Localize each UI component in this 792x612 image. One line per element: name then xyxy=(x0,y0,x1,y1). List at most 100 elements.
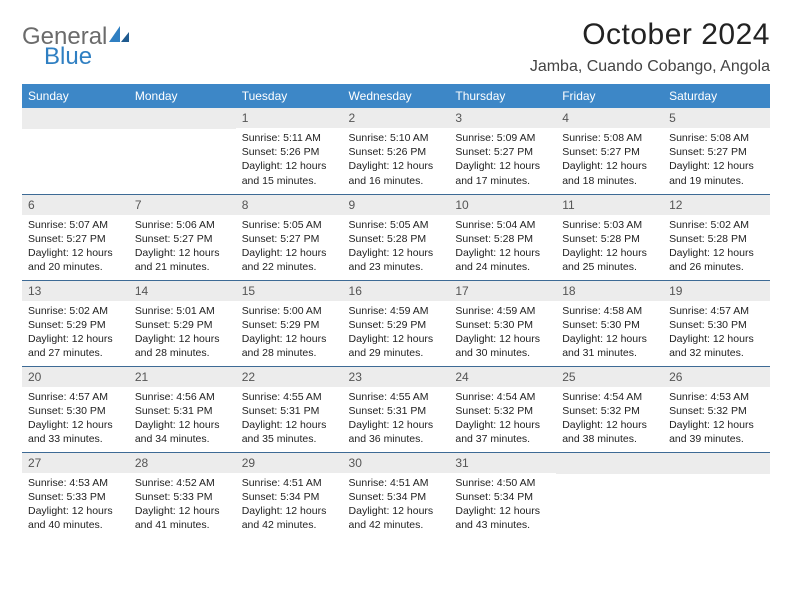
day-detail: Sunrise: 4:51 AMSunset: 5:34 PMDaylight:… xyxy=(343,473,450,537)
day-detail: Sunrise: 4:54 AMSunset: 5:32 PMDaylight:… xyxy=(449,387,556,451)
calendar-cell: 31Sunrise: 4:50 AMSunset: 5:34 PMDayligh… xyxy=(449,452,556,538)
day-detail: Sunrise: 4:58 AMSunset: 5:30 PMDaylight:… xyxy=(556,301,663,365)
calendar-cell: 8Sunrise: 5:05 AMSunset: 5:27 PMDaylight… xyxy=(236,194,343,280)
day-number: 15 xyxy=(236,281,343,301)
day-detail: Sunrise: 4:57 AMSunset: 5:30 PMDaylight:… xyxy=(22,387,129,451)
day-detail: Sunrise: 5:05 AMSunset: 5:27 PMDaylight:… xyxy=(236,215,343,279)
day-detail: Sunrise: 5:10 AMSunset: 5:26 PMDaylight:… xyxy=(343,128,450,192)
day-number: 25 xyxy=(556,367,663,387)
day-number: 22 xyxy=(236,367,343,387)
calendar-cell: 14Sunrise: 5:01 AMSunset: 5:29 PMDayligh… xyxy=(129,280,236,366)
day-detail: Sunrise: 5:01 AMSunset: 5:29 PMDaylight:… xyxy=(129,301,236,365)
day-number: 9 xyxy=(343,195,450,215)
calendar-cell: 10Sunrise: 5:04 AMSunset: 5:28 PMDayligh… xyxy=(449,194,556,280)
calendar-cell: 20Sunrise: 4:57 AMSunset: 5:30 PMDayligh… xyxy=(22,366,129,452)
calendar-cell: 24Sunrise: 4:54 AMSunset: 5:32 PMDayligh… xyxy=(449,366,556,452)
day-number: 5 xyxy=(663,108,770,128)
day-detail: Sunrise: 4:59 AMSunset: 5:29 PMDaylight:… xyxy=(343,301,450,365)
calendar-table: Sunday Monday Tuesday Wednesday Thursday… xyxy=(22,84,770,538)
day-detail: Sunrise: 4:51 AMSunset: 5:34 PMDaylight:… xyxy=(236,473,343,537)
calendar-cell: 3Sunrise: 5:09 AMSunset: 5:27 PMDaylight… xyxy=(449,108,556,194)
day-number: 17 xyxy=(449,281,556,301)
calendar-cell: 6Sunrise: 5:07 AMSunset: 5:27 PMDaylight… xyxy=(22,194,129,280)
page-title: October 2024 xyxy=(530,18,770,52)
weekday-header: Saturday xyxy=(663,84,770,108)
calendar-cell xyxy=(22,108,129,194)
day-detail: Sunrise: 5:05 AMSunset: 5:28 PMDaylight:… xyxy=(343,215,450,279)
day-detail: Sunrise: 5:02 AMSunset: 5:28 PMDaylight:… xyxy=(663,215,770,279)
day-number: 8 xyxy=(236,195,343,215)
weekday-header: Sunday xyxy=(22,84,129,108)
day-number: 30 xyxy=(343,453,450,473)
day-detail: Sunrise: 4:56 AMSunset: 5:31 PMDaylight:… xyxy=(129,387,236,451)
calendar-cell: 30Sunrise: 4:51 AMSunset: 5:34 PMDayligh… xyxy=(343,452,450,538)
day-number: 21 xyxy=(129,367,236,387)
logo-sail-icon xyxy=(109,24,131,44)
day-detail: Sunrise: 5:00 AMSunset: 5:29 PMDaylight:… xyxy=(236,301,343,365)
weekday-header: Wednesday xyxy=(343,84,450,108)
calendar-cell: 13Sunrise: 5:02 AMSunset: 5:29 PMDayligh… xyxy=(22,280,129,366)
day-detail: Sunrise: 4:55 AMSunset: 5:31 PMDaylight:… xyxy=(343,387,450,451)
calendar-cell: 25Sunrise: 4:54 AMSunset: 5:32 PMDayligh… xyxy=(556,366,663,452)
calendar-cell: 29Sunrise: 4:51 AMSunset: 5:34 PMDayligh… xyxy=(236,452,343,538)
day-detail: Sunrise: 5:07 AMSunset: 5:27 PMDaylight:… xyxy=(22,215,129,279)
weekday-header: Thursday xyxy=(449,84,556,108)
day-number: 1 xyxy=(236,108,343,128)
location-subtitle: Jamba, Cuando Cobango, Angola xyxy=(530,58,770,76)
empty-daynum xyxy=(22,108,129,129)
day-detail: Sunrise: 5:08 AMSunset: 5:27 PMDaylight:… xyxy=(663,128,770,192)
logo: General Blue xyxy=(22,18,131,69)
header: General Blue October 2024 Jamba, Cuando … xyxy=(22,18,770,76)
day-detail: Sunrise: 4:50 AMSunset: 5:34 PMDaylight:… xyxy=(449,473,556,537)
weekday-header-row: Sunday Monday Tuesday Wednesday Thursday… xyxy=(22,84,770,108)
empty-daynum xyxy=(663,453,770,474)
calendar-cell: 16Sunrise: 4:59 AMSunset: 5:29 PMDayligh… xyxy=(343,280,450,366)
day-number: 28 xyxy=(129,453,236,473)
calendar-cell: 1Sunrise: 5:11 AMSunset: 5:26 PMDaylight… xyxy=(236,108,343,194)
calendar-cell: 28Sunrise: 4:52 AMSunset: 5:33 PMDayligh… xyxy=(129,452,236,538)
day-detail: Sunrise: 5:02 AMSunset: 5:29 PMDaylight:… xyxy=(22,301,129,365)
day-detail: Sunrise: 5:08 AMSunset: 5:27 PMDaylight:… xyxy=(556,128,663,192)
day-detail: Sunrise: 4:55 AMSunset: 5:31 PMDaylight:… xyxy=(236,387,343,451)
day-detail: Sunrise: 5:09 AMSunset: 5:27 PMDaylight:… xyxy=(449,128,556,192)
calendar-week-row: 1Sunrise: 5:11 AMSunset: 5:26 PMDaylight… xyxy=(22,108,770,194)
calendar-cell: 5Sunrise: 5:08 AMSunset: 5:27 PMDaylight… xyxy=(663,108,770,194)
calendar-cell: 17Sunrise: 4:59 AMSunset: 5:30 PMDayligh… xyxy=(449,280,556,366)
calendar-week-row: 13Sunrise: 5:02 AMSunset: 5:29 PMDayligh… xyxy=(22,280,770,366)
calendar-cell: 2Sunrise: 5:10 AMSunset: 5:26 PMDaylight… xyxy=(343,108,450,194)
day-detail: Sunrise: 4:54 AMSunset: 5:32 PMDaylight:… xyxy=(556,387,663,451)
calendar-cell: 9Sunrise: 5:05 AMSunset: 5:28 PMDaylight… xyxy=(343,194,450,280)
day-number: 23 xyxy=(343,367,450,387)
day-number: 2 xyxy=(343,108,450,128)
calendar-cell: 26Sunrise: 4:53 AMSunset: 5:32 PMDayligh… xyxy=(663,366,770,452)
day-detail: Sunrise: 4:59 AMSunset: 5:30 PMDaylight:… xyxy=(449,301,556,365)
weekday-header: Monday xyxy=(129,84,236,108)
day-detail: Sunrise: 4:52 AMSunset: 5:33 PMDaylight:… xyxy=(129,473,236,537)
calendar-week-row: 20Sunrise: 4:57 AMSunset: 5:30 PMDayligh… xyxy=(22,366,770,452)
day-number: 20 xyxy=(22,367,129,387)
calendar-cell xyxy=(129,108,236,194)
calendar-cell: 15Sunrise: 5:00 AMSunset: 5:29 PMDayligh… xyxy=(236,280,343,366)
day-number: 19 xyxy=(663,281,770,301)
day-detail: Sunrise: 5:04 AMSunset: 5:28 PMDaylight:… xyxy=(449,215,556,279)
day-number: 24 xyxy=(449,367,556,387)
day-number: 26 xyxy=(663,367,770,387)
weekday-header: Tuesday xyxy=(236,84,343,108)
day-detail: Sunrise: 4:53 AMSunset: 5:32 PMDaylight:… xyxy=(663,387,770,451)
calendar-week-row: 6Sunrise: 5:07 AMSunset: 5:27 PMDaylight… xyxy=(22,194,770,280)
day-number: 4 xyxy=(556,108,663,128)
day-number: 11 xyxy=(556,195,663,215)
empty-daynum xyxy=(129,108,236,129)
day-number: 12 xyxy=(663,195,770,215)
day-number: 14 xyxy=(129,281,236,301)
day-number: 7 xyxy=(129,195,236,215)
day-detail: Sunrise: 4:57 AMSunset: 5:30 PMDaylight:… xyxy=(663,301,770,365)
calendar-cell: 12Sunrise: 5:02 AMSunset: 5:28 PMDayligh… xyxy=(663,194,770,280)
logo-text-blue: Blue xyxy=(44,45,131,69)
day-detail: Sunrise: 4:53 AMSunset: 5:33 PMDaylight:… xyxy=(22,473,129,537)
day-number: 16 xyxy=(343,281,450,301)
calendar-cell: 18Sunrise: 4:58 AMSunset: 5:30 PMDayligh… xyxy=(556,280,663,366)
day-number: 18 xyxy=(556,281,663,301)
day-detail: Sunrise: 5:11 AMSunset: 5:26 PMDaylight:… xyxy=(236,128,343,192)
day-number: 31 xyxy=(449,453,556,473)
